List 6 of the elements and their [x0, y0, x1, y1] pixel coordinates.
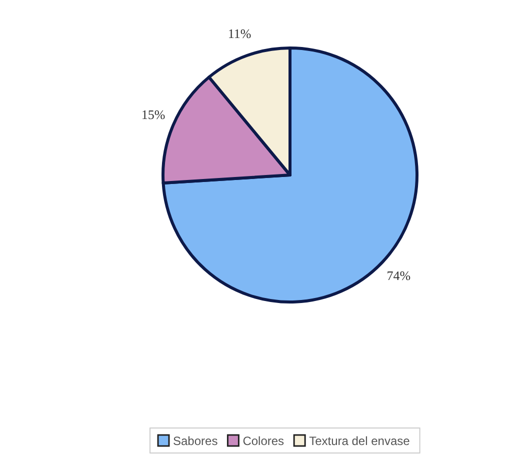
legend-label: Colores: [242, 434, 284, 448]
data-label: 11%: [228, 26, 252, 41]
legend-label: Sabores: [173, 434, 218, 448]
legend-label: Textura del envase: [309, 434, 410, 448]
data-label: 74%: [386, 268, 411, 283]
data-label: 15%: [141, 106, 166, 122]
